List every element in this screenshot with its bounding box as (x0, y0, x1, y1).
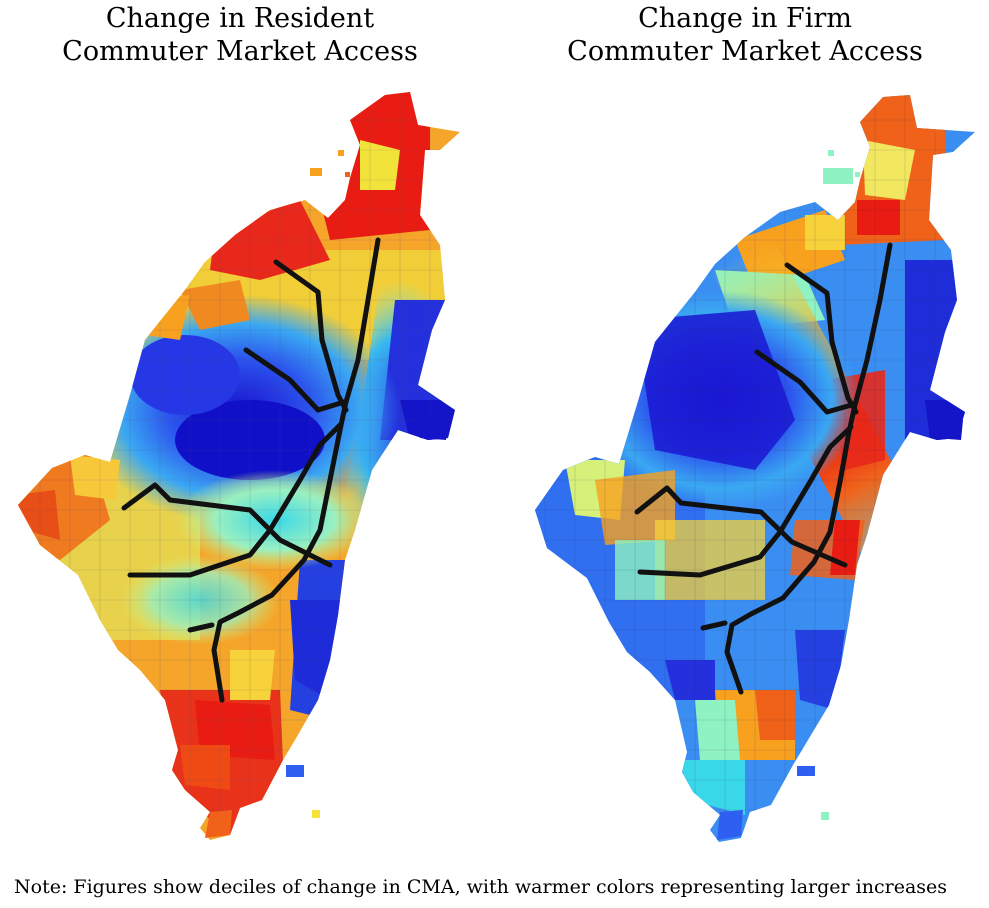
transit-line-southwest (121, 482, 333, 568)
resident-map-fragments (205, 150, 448, 838)
resident-cma-panel: Change in Resident Commuter Market Acces… (0, 0, 480, 860)
resident-transit-lines (121, 237, 381, 703)
transit-line-south-spur (187, 622, 215, 633)
firm-cma-title: Change in Firm Commuter Market Access (505, 2, 985, 68)
resident-cma-title: Change in Resident Commuter Market Acces… (0, 2, 480, 68)
transit-line-north (724, 242, 893, 695)
transit-line-south-spur (700, 620, 728, 631)
resident-title-line2: Commuter Market Access (62, 36, 418, 67)
resident-cma-map (18, 92, 460, 840)
firm-title-line1: Change in Firm (638, 3, 852, 34)
transit-line-west (754, 349, 858, 415)
resident-choropleth (18, 92, 460, 840)
firm-transit-lines (634, 242, 893, 695)
transit-line-west (243, 347, 347, 413)
transit-line-north (211, 237, 381, 703)
figure-note: Note: Figures show deciles of change in … (14, 876, 948, 898)
firm-cma-map (535, 95, 975, 842)
firm-map-fragments (717, 150, 963, 840)
transit-line-northwest (273, 259, 349, 413)
transit-line-southwest (634, 485, 848, 568)
firm-title-line2: Commuter Market Access (567, 36, 923, 67)
resident-title-line1: Change in Resident (105, 3, 375, 34)
firm-cma-panel: Change in Firm Commuter Market Access (505, 0, 985, 860)
firm-choropleth (535, 95, 975, 842)
